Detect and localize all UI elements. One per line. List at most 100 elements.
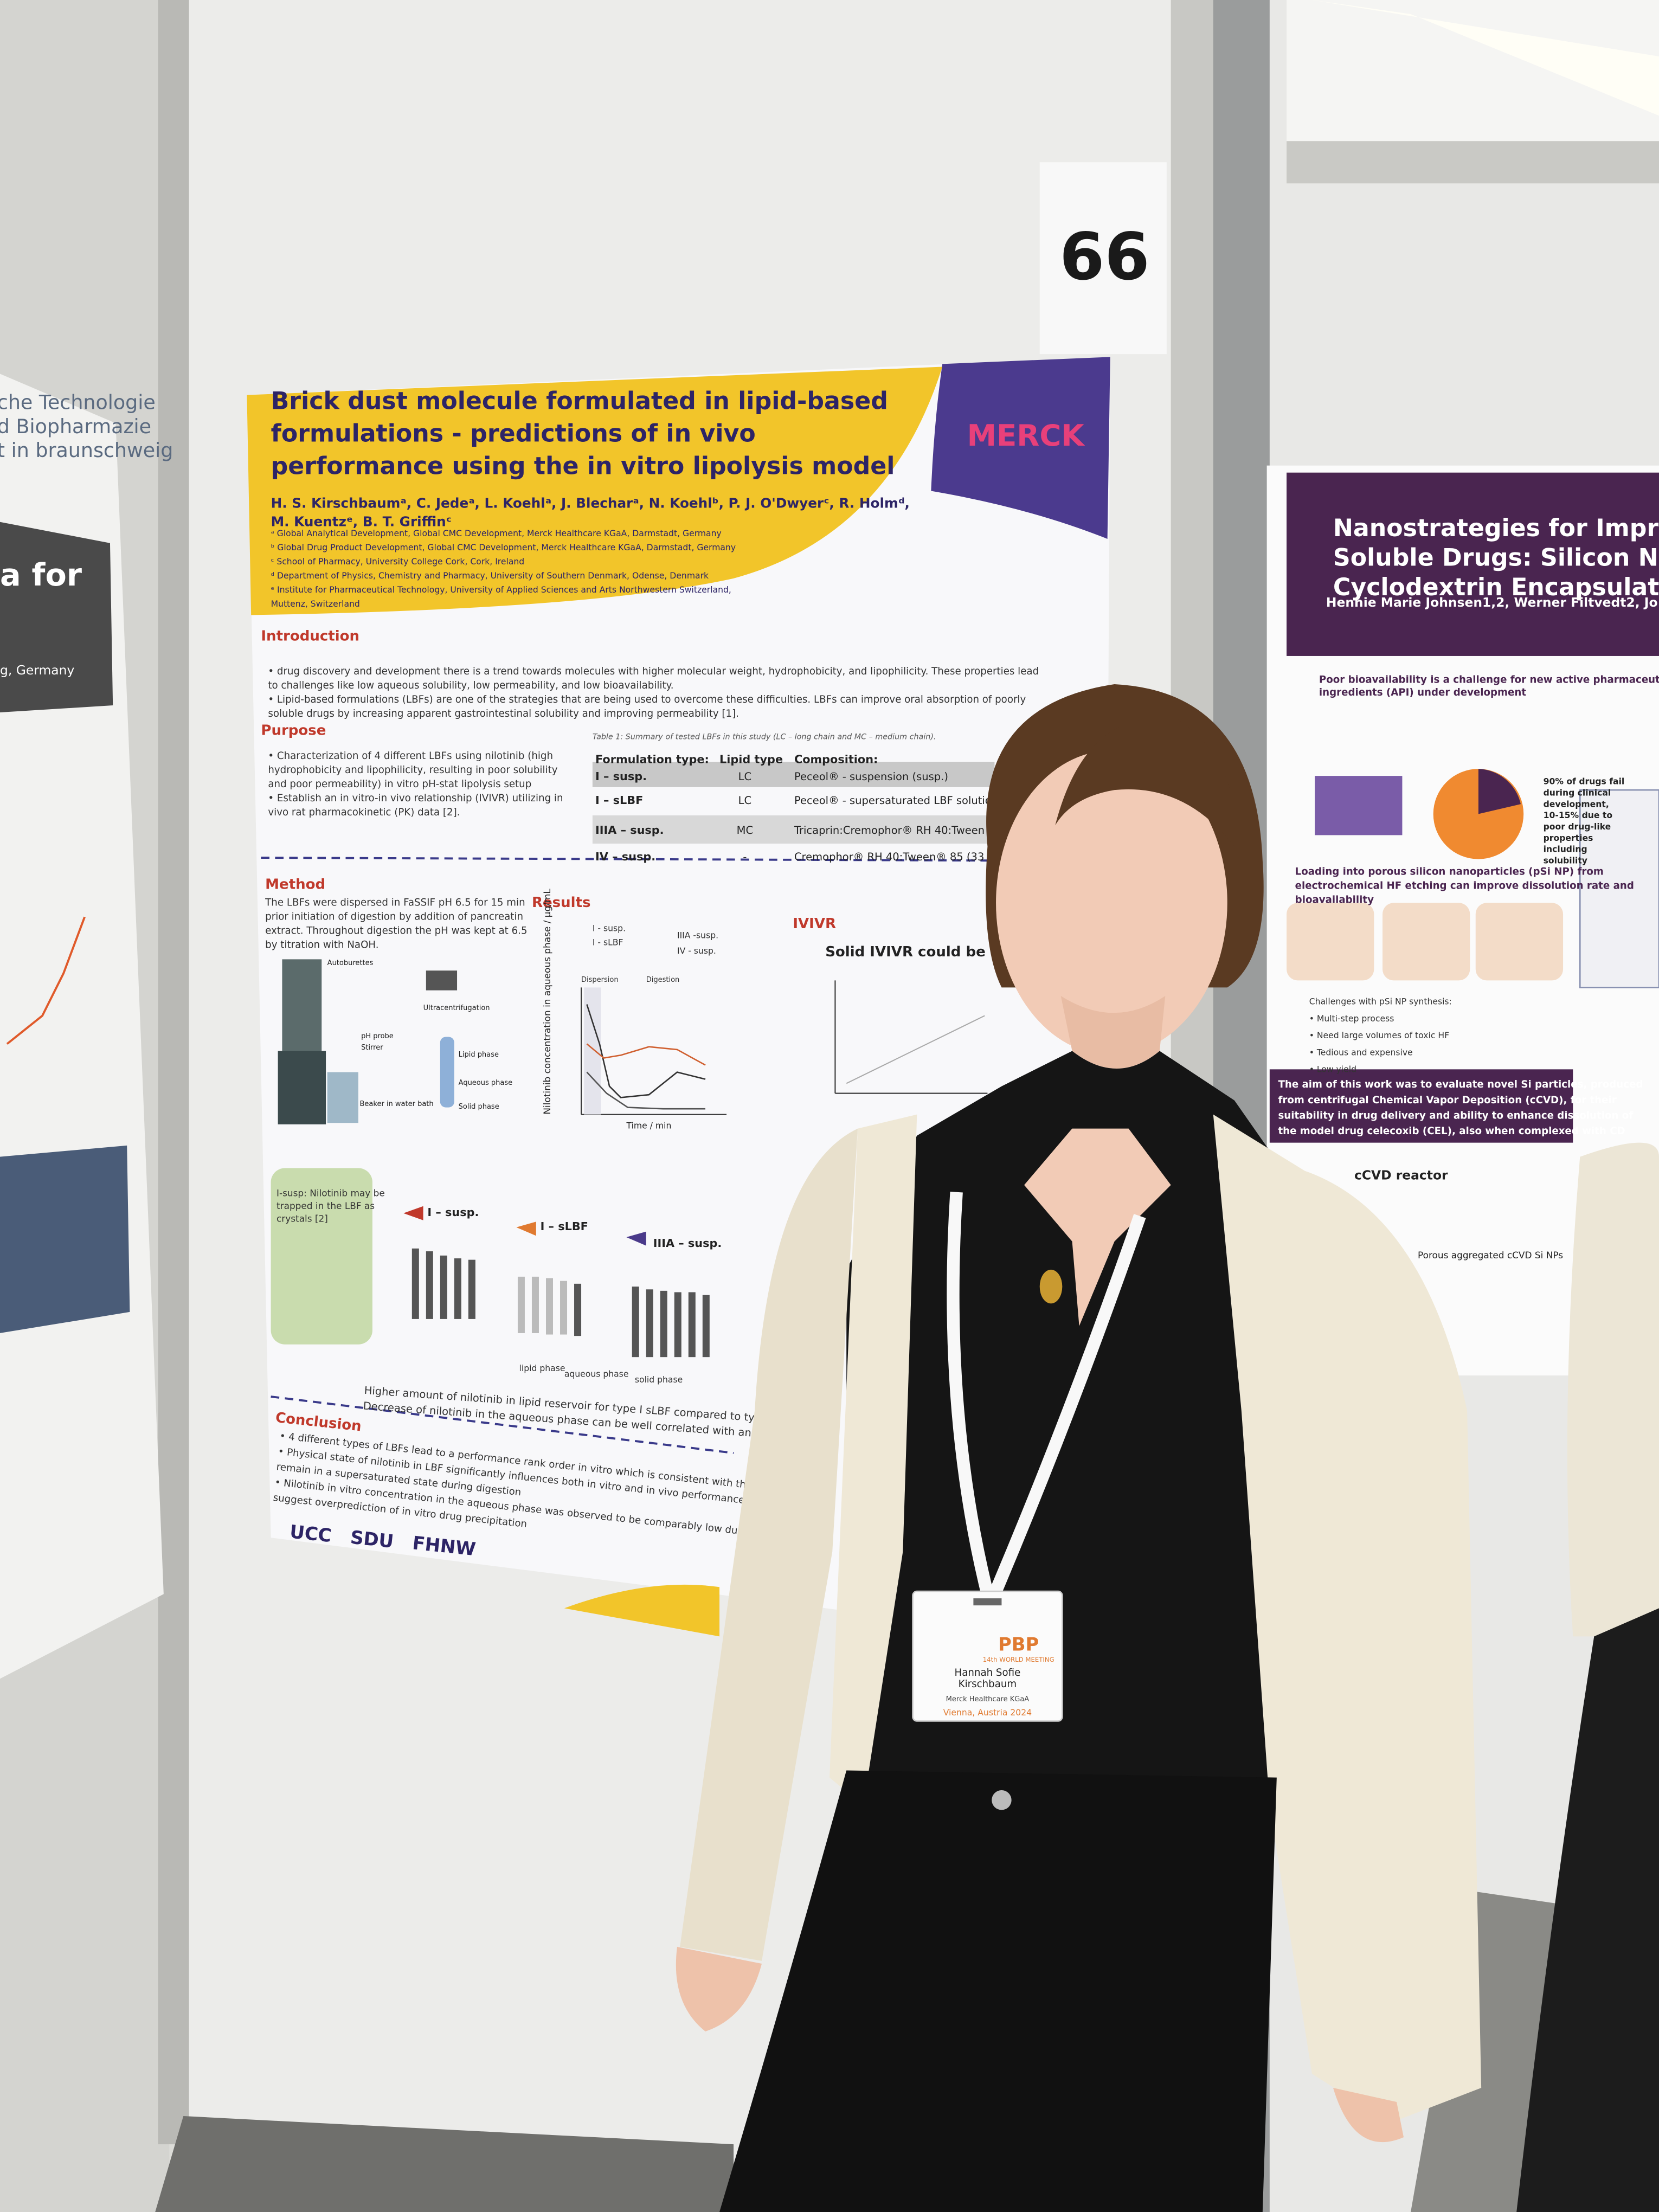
left-poster-plot (6, 916, 86, 1045)
right-poster-stat: 10-15% due to (1544, 811, 1613, 820)
poster-authors: M. Kuentzᵉ, B. T. Griffinᶜ (271, 514, 452, 530)
section-heading: Method (265, 876, 325, 892)
section-heading: Introduction (261, 628, 359, 644)
right-poster-text: ingredients (API) under development (1319, 687, 1526, 698)
legend-label: IV - susp. (677, 946, 716, 956)
right-poster-text: electrochemical HF etching can improve d… (1295, 880, 1634, 891)
badge-name: Hannah Sofie (955, 1667, 1021, 1679)
poster-footer (564, 1584, 720, 1637)
beaker (327, 1072, 358, 1123)
arrow (403, 1206, 423, 1220)
table-cell: - (743, 851, 747, 863)
logo-block (931, 357, 1110, 539)
panel-title: I – susp. (427, 1206, 479, 1219)
footer-logo: UCC (289, 1521, 333, 1546)
right-poster-list: • Low yield (1309, 1065, 1356, 1075)
figure-label: pH probe (361, 1032, 394, 1040)
body-text: hydrophobicity and lipophilicity, result… (268, 764, 557, 776)
badge-company: Merck Healthcare KGaA (946, 1695, 1030, 1703)
divider (271, 1396, 734, 1455)
badge (912, 1590, 1063, 1722)
panel-title: IIIA – susp. (653, 1237, 722, 1250)
fit-line (846, 1015, 985, 1084)
pendant (1039, 1269, 1063, 1304)
poster-title: Brick dust molecule formulated in lipid-… (271, 388, 888, 415)
body-text: vivo rat pharmacokinetic (PK) data [2]. (268, 807, 460, 818)
right-poster-title: Cyclodextrin Encapsulation c (1333, 574, 1659, 601)
figure-label: Stirrer (361, 1044, 383, 1052)
note-text: I-susp: Nilotinib may be (276, 1188, 385, 1199)
note-text: crystals [2] (276, 1213, 328, 1224)
table-caption: Table 1: Summary of tested LBFs in this … (593, 732, 936, 741)
left-poster-title-block (0, 522, 113, 713)
right-poster-label: cCVD reactor (1354, 1167, 1448, 1182)
poster-title: performance using the in vitro lipolysis… (271, 452, 895, 480)
right-poster-stat: during clinical (1544, 788, 1611, 798)
table-cell: LC (738, 770, 751, 783)
pants (719, 1770, 1277, 2212)
right-poster-text: bioavailability (1295, 894, 1374, 905)
right-poster-stat: 90% of drugs fail (1544, 777, 1625, 787)
table-cell: IV – susp. (595, 850, 655, 863)
table-cell: Cremophor® RH 40:Tween® 85 (33 (794, 851, 984, 863)
table-cell: I – sLBF (595, 794, 643, 807)
table-cell: IIIA – susp. (595, 824, 664, 837)
body-text: • Lipid-based formulations (LBFs) are on… (268, 694, 1026, 705)
section-heading: Results (532, 895, 591, 911)
figure-label: Lipid phase (459, 1051, 499, 1059)
badge-name: Kirschbaum (959, 1679, 1017, 1690)
lanyard (947, 1191, 1146, 1597)
left-poster-header: che Technologie (0, 391, 156, 414)
side-table (1579, 789, 1659, 988)
right-poster-text: Loading into porous silicon nanoparticle… (1295, 866, 1604, 877)
left-poster-title: a for (0, 557, 82, 593)
right-poster-list: • Tedious and expensive (1309, 1047, 1413, 1057)
right-poster-list: • Need large volumes of toxic HF (1309, 1031, 1449, 1040)
right-poster-figure (1315, 776, 1403, 835)
badge-meeting: 14th WORLD MEETING (983, 1656, 1054, 1663)
dispersion-zone (584, 987, 601, 1115)
body-text: extract. Throughout digestion the pH was… (265, 925, 527, 937)
table-header: Composition: (794, 753, 878, 766)
legend-label: lipid phase (519, 1364, 565, 1373)
figure-label: Ultracentrifugation (423, 1004, 490, 1012)
poster-title: formulations - predictions of in vivo (271, 420, 756, 447)
tube (440, 1037, 454, 1108)
affiliation: Muttenz, Switzerland (271, 599, 360, 609)
hand (676, 1946, 762, 2031)
footer-logo: SDU (349, 1527, 395, 1552)
cardigan-right (1213, 1114, 1482, 2124)
left-pillar (158, 0, 189, 2145)
cardigan-left (829, 1114, 917, 1806)
body-text: • Establish an in vitro-in vivo relation… (268, 793, 563, 804)
sleeve-left (680, 1128, 858, 1961)
right-poster-list: Challenges with pSi NP synthesis: (1309, 997, 1452, 1007)
neck (1060, 996, 1166, 1069)
right-poster-label: Porous aggregated cCVD Si NPs (1418, 1250, 1563, 1261)
right-poster-figure (1382, 903, 1470, 981)
ceiling-edge (1287, 141, 1659, 184)
right-poster-aim: the model drug celecoxib (CEL), also whe… (1278, 1126, 1625, 1137)
legend-label: I - sLBF (593, 937, 623, 947)
body-text: soluble drugs by increasing apparent gas… (268, 708, 739, 719)
body-text: • drug discovery and development there i… (268, 666, 1039, 677)
phase-label: Dispersion (581, 976, 619, 984)
hand (1333, 2088, 1404, 2143)
plot-line (586, 1071, 706, 1110)
right-poster-stat: including (1544, 845, 1587, 854)
table-row-shade (592, 762, 995, 787)
right-poster-stat: solubility (1544, 856, 1587, 865)
aim-box (1269, 1069, 1573, 1143)
right-poster-stat: properties (1544, 833, 1593, 843)
legend-label: IIIA -susp. (677, 930, 718, 940)
badge-event: PBP (998, 1634, 1039, 1655)
right-poster-aim: The aim of this work was to evaluate nov… (1278, 1079, 1643, 1090)
right-poster-figure (1475, 903, 1564, 981)
arrow (626, 1231, 646, 1246)
table-cell: Tricaprin:Cremophor® RH 40:Tween (794, 824, 985, 837)
axis-label: Time / min (626, 1121, 672, 1131)
face (996, 750, 1227, 1056)
centrifuge (426, 970, 458, 991)
divider (261, 857, 988, 862)
